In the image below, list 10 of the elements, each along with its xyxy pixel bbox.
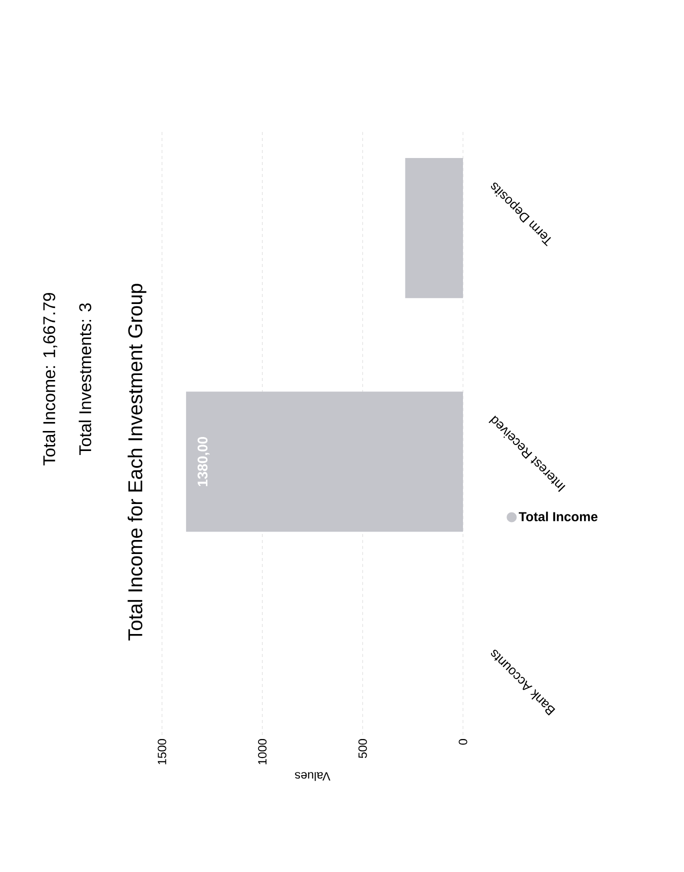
x-axis-title: Values — [295, 772, 330, 781]
text: Total Income: 1,667.79 — [42, 293, 58, 466]
data-label: 1380,00 — [198, 436, 210, 486]
text: Total Income for Each Investment Group — [128, 284, 146, 641]
x-tick-label: 0 — [458, 738, 468, 745]
text: Total Investments: 3 — [78, 303, 92, 455]
x-tick-label: 1000 — [258, 738, 267, 764]
x-tick-label: 500 — [358, 738, 367, 758]
legend-label: Total Income — [518, 512, 598, 522]
x-tick-label: 1500 — [158, 738, 166, 764]
